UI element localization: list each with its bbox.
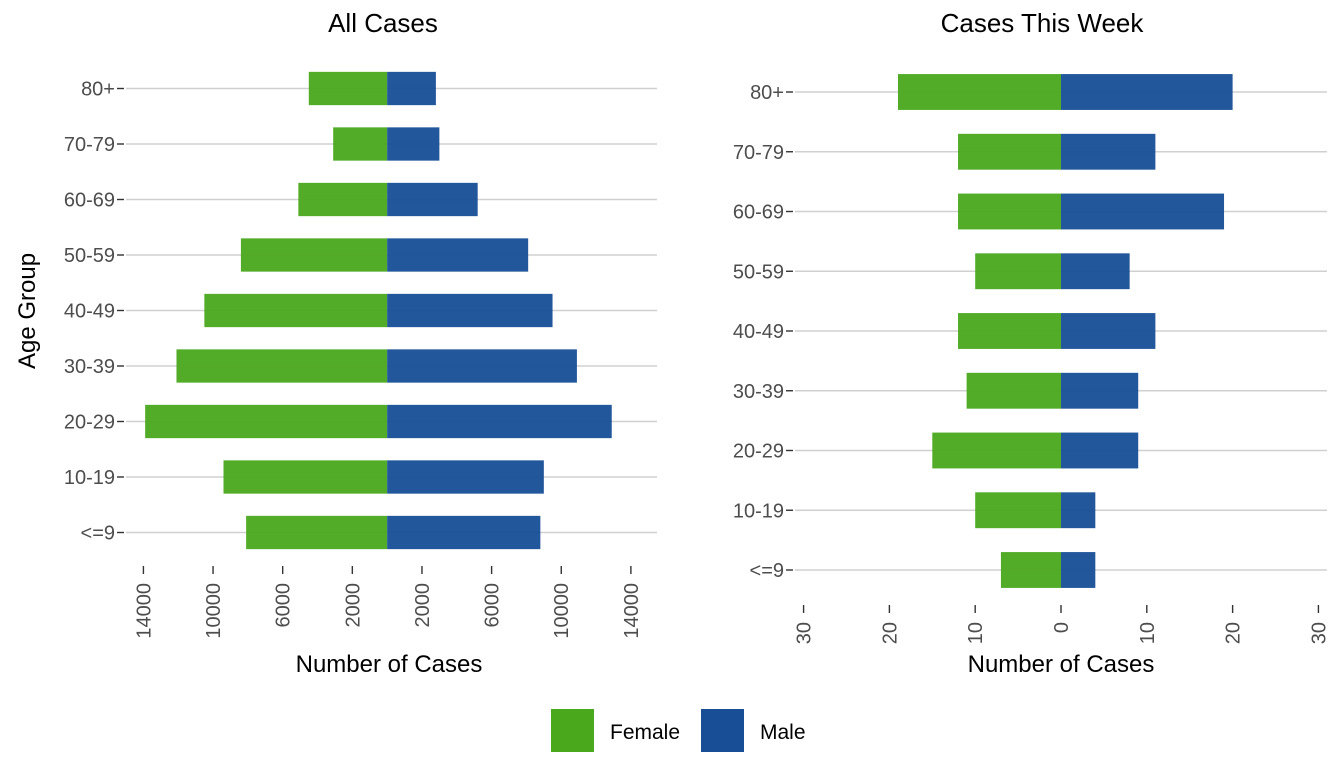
bar-male-30-39 [1061, 372, 1139, 409]
legend: Female Male [551, 709, 806, 752]
bar-male-50-59 [387, 238, 529, 272]
bar-male-40-49 [1061, 313, 1156, 349]
y-axis-label: Age Group [14, 253, 41, 369]
x-tick-label: 6000 [482, 583, 504, 628]
legend-swatch-male [701, 709, 744, 752]
x-tick-label: 10000 [551, 583, 573, 639]
bar-male-10-19 [1061, 492, 1096, 529]
y-tick-label: 80+ [750, 82, 784, 104]
bar-male-20-29 [387, 404, 612, 439]
bar-female-70-79 [958, 133, 1061, 170]
x-tick-label: 2000 [412, 583, 434, 628]
x-tick-label: 10000 [203, 583, 225, 639]
x-tick-label: 20 [1223, 622, 1245, 644]
bar-female-10-19 [223, 460, 388, 494]
y-tick-label: 10-19 [733, 500, 784, 522]
y-tick-label: 40-49 [64, 301, 115, 323]
bar-male-70-79 [1061, 133, 1156, 170]
panel-all-cases: All Cases <=9 10-19 20-29 30-39 40-49 50-59 60… [14, 8, 657, 678]
y-tick-label: 10-19 [64, 467, 115, 489]
bar-female-30-39 [966, 372, 1061, 409]
legend-label-female: Female [610, 721, 680, 744]
bar-female-50-59 [240, 238, 388, 272]
bar-male-70-79 [387, 127, 440, 161]
bar-female-70-79 [333, 127, 388, 161]
bar-female-40-49 [204, 293, 388, 328]
x-axis-label: Number of Cases [296, 651, 483, 678]
bar-male-60-69 [1061, 193, 1225, 230]
bars [145, 71, 612, 550]
y-tick-label: 60-69 [733, 202, 784, 224]
bar-male-60-69 [387, 182, 478, 217]
y-tick-label: <=9 [81, 523, 115, 545]
bar-male-10-19 [387, 460, 544, 494]
bar-female-60-69 [298, 182, 388, 217]
bar-female-50-59 [975, 253, 1061, 290]
bar-male-80+ [387, 71, 436, 106]
y-tick-label: 70-79 [64, 134, 115, 156]
x-tick-label: 30 [1308, 622, 1330, 644]
chart-title: Cases This Week [941, 8, 1145, 38]
chart-title: All Cases [328, 8, 438, 38]
bar-female-20-29 [145, 404, 388, 439]
x-tick-label: 30 [794, 622, 816, 644]
bar-male-50-59 [1061, 253, 1130, 290]
legend-swatch-female [551, 709, 594, 752]
x-axis-label: Number of Cases [968, 651, 1155, 678]
y-ticks: <=9 10-19 20-29 30-39 40-49 50-59 60-69 70-79 80… [733, 82, 793, 582]
bars [897, 74, 1233, 588]
y-tick-label: 60-69 [64, 190, 115, 212]
x-tick-label: 14000 [621, 583, 643, 639]
bar-female-<=9 [1000, 552, 1061, 588]
y-tick-label: 50-59 [733, 261, 784, 283]
x-ticks: 30 20 10 0 10 20 30 [794, 605, 1330, 644]
bar-male-30-39 [387, 349, 577, 383]
bar-male-<=9 [387, 515, 541, 550]
y-tick-label: 20-29 [733, 441, 784, 463]
bar-male-40-49 [387, 293, 553, 328]
y-tick-label: 30-39 [64, 356, 115, 378]
bar-female-10-19 [975, 492, 1061, 529]
bar-female-60-69 [958, 193, 1061, 230]
x-ticks: 14000 10000 6000 2000 2000 6000 10000 14000 [133, 566, 643, 639]
y-tick-label: <=9 [750, 560, 784, 582]
x-tick-label: 6000 [273, 583, 295, 628]
x-tick-label: 10 [1137, 622, 1159, 644]
bar-female-20-29 [932, 432, 1061, 469]
x-tick-label: 14000 [133, 583, 155, 639]
bar-male-80+ [1061, 74, 1233, 110]
bar-female-30-39 [176, 349, 388, 383]
bar-female-40-49 [958, 313, 1061, 349]
bar-male-<=9 [1061, 552, 1096, 588]
bar-female-80+ [897, 74, 1061, 110]
bar-male-20-29 [1061, 432, 1139, 469]
legend-label-male: Male [760, 721, 806, 744]
y-tick-label: 40-49 [733, 321, 784, 343]
panel-cases-this-week: Cases This Week <=9 10-19 20-29 30-39 40-49 5… [733, 8, 1331, 678]
y-ticks: <=9 10-19 20-29 30-39 40-49 50-59 60-69 70-79 80… [64, 79, 124, 545]
x-tick-label: 0 [1051, 622, 1073, 633]
bar-female-80+ [308, 71, 388, 106]
x-tick-label: 20 [879, 622, 901, 644]
y-tick-label: 30-39 [733, 381, 784, 403]
y-tick-label: 50-59 [64, 245, 115, 267]
y-tick-label: 20-29 [64, 412, 115, 434]
y-tick-label: 70-79 [733, 142, 784, 164]
x-tick-label: 2000 [342, 583, 364, 628]
x-tick-label: 10 [965, 622, 987, 644]
bar-female-<=9 [246, 515, 388, 550]
y-tick-label: 80+ [81, 79, 115, 101]
